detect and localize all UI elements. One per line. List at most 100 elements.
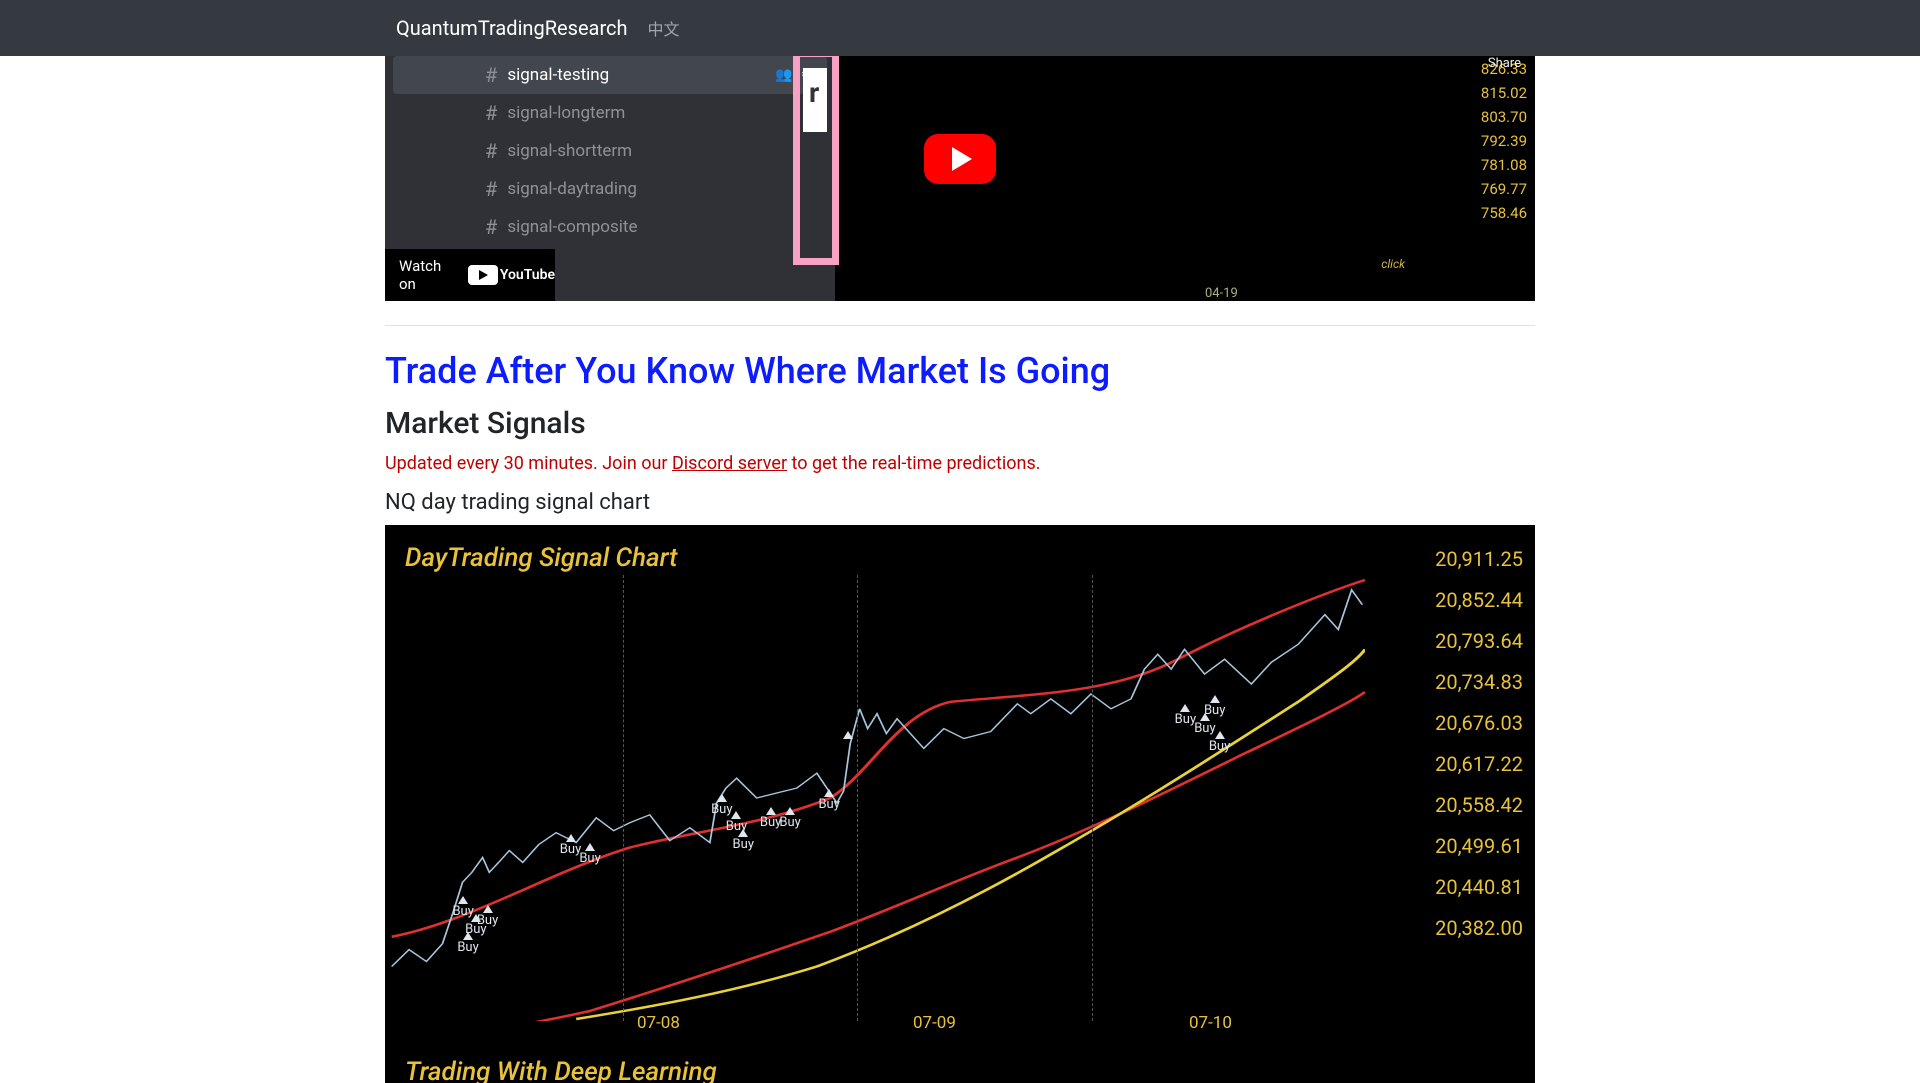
video-y-label: 769.77 — [1481, 180, 1527, 198]
buy-label: Buy — [457, 941, 478, 954]
section-title: Market Signals — [385, 406, 1535, 441]
lang-link[interactable]: 中文 — [648, 16, 680, 40]
grid-line — [1092, 575, 1093, 1021]
video-play-button[interactable] — [924, 134, 996, 184]
signal-y-label: 20,852.44 — [1435, 588, 1523, 612]
upper-band-line — [392, 580, 1365, 937]
grid-line — [857, 575, 858, 1021]
triangle-icon — [731, 811, 741, 819]
signal-y-label: 20,382.00 — [1435, 916, 1523, 940]
channel-signal-shortterm[interactable]: # signal-shortterm — [385, 132, 835, 170]
update-pre: Updated every 30 minutes. Join our — [385, 453, 672, 474]
triangle-icon — [717, 794, 727, 802]
video-y-scale: 826.33815.02803.70792.39781.08769.77758.… — [1481, 60, 1527, 222]
buy-label: Buy — [477, 914, 498, 927]
signal-y-label: 20,911.25 — [1435, 547, 1523, 571]
channel-signal-composite[interactable]: # signal-composite — [385, 208, 835, 246]
channel-label: signal-composite — [507, 217, 637, 237]
hash-icon: # — [485, 215, 497, 239]
video-y-label: 781.08 — [1481, 156, 1527, 174]
discord-link[interactable]: Discord server — [672, 453, 787, 474]
x-axis-label: 07-10 — [1189, 1013, 1232, 1033]
signal-y-label: 20,499.61 — [1435, 834, 1523, 858]
triangle-icon — [566, 834, 576, 842]
buy-marker — [843, 731, 853, 740]
youtube-text: YouTube — [500, 267, 555, 283]
signal-chart: DayTrading Signal Chart 20,911.25 20,852.… — [385, 525, 1535, 1083]
hash-icon: # — [485, 177, 497, 201]
buy-label: Buy — [733, 838, 754, 851]
signal-y-label: 20,558.42 — [1435, 793, 1523, 817]
youtube-icon — [468, 265, 498, 285]
video-letter: r — [809, 76, 819, 109]
brand-link[interactable]: QuantumTradingResearch — [396, 16, 628, 40]
main-container: #signal-testing👥⚙#signal-longterm#signal… — [385, 56, 1535, 1083]
signal-plot-area: BuyBuyBuyBuyBuyBuyBuyBuyBuyBuyBuyBuyBuyB… — [389, 575, 1365, 1021]
channel-signal-daytrading[interactable]: # signal-daytrading — [385, 170, 835, 208]
triangle-icon — [843, 731, 853, 739]
buy-marker: Buy — [1175, 704, 1196, 726]
video-date-label: 04-19 — [1205, 286, 1238, 301]
signal-y-label: 20,617.22 — [1435, 752, 1523, 776]
channel-label: signal-testing — [507, 65, 609, 85]
triangle-icon — [1180, 704, 1190, 712]
buy-marker: Buy — [560, 834, 581, 856]
hash-icon: # — [485, 101, 497, 125]
channel-label: signal-daytrading — [507, 179, 637, 199]
chart-heading: NQ day trading signal chart — [385, 490, 1535, 515]
x-axis-label: 07-08 — [637, 1013, 680, 1033]
youtube-logo: YouTube — [468, 265, 555, 285]
x-axis-label: 07-09 — [913, 1013, 956, 1033]
buy-label: Buy — [560, 843, 581, 856]
triangle-icon — [458, 896, 468, 904]
buy-label: Buy — [579, 852, 600, 865]
triangle-icon — [785, 807, 795, 815]
signal-y-label: 20,440.81 — [1435, 875, 1523, 899]
update-notice: Updated every 30 minutes. Join our Disco… — [385, 453, 1535, 474]
buy-marker: Buy — [477, 905, 498, 927]
buy-marker: Buy — [779, 807, 800, 829]
signal-y-label: 20,793.64 — [1435, 629, 1523, 653]
buy-label: Buy — [779, 816, 800, 829]
video-y-label: 758.46 — [1481, 204, 1527, 222]
triangle-icon — [824, 789, 834, 797]
buy-label: Buy — [760, 816, 781, 829]
video-y-label: 815.02 — [1481, 84, 1527, 102]
video-embed[interactable]: #signal-testing👥⚙#signal-longterm#signal… — [385, 56, 1535, 301]
signal-chart-title: DayTrading Signal Chart — [405, 543, 678, 573]
buy-marker: Buy — [1204, 695, 1225, 717]
signal-y-scale: 20,911.25 20,852.44 20,793.64 20,734.83 20,6… — [1435, 547, 1523, 940]
triangle-icon — [738, 829, 748, 837]
hash-icon: # — [485, 63, 497, 87]
buy-marker: Buy — [760, 807, 781, 829]
people-icon: 👥 — [775, 67, 792, 83]
navbar: QuantumTradingResearch 中文 — [0, 0, 1920, 56]
video-y-label: 803.70 — [1481, 108, 1527, 126]
buy-marker: Buy — [818, 789, 839, 811]
video-y-label: 792.39 — [1481, 132, 1527, 150]
signal-lines-svg — [389, 575, 1365, 1021]
triangle-icon — [463, 932, 473, 940]
triangle-icon — [1215, 731, 1225, 739]
buy-label: Buy — [1209, 740, 1230, 753]
headline: Trade After You Know Where Market Is Goi… — [385, 350, 1535, 392]
triangle-icon — [1210, 695, 1220, 703]
divider — [385, 325, 1535, 326]
triangle-icon — [766, 807, 776, 815]
watch-on-youtube[interactable]: Watch on YouTube — [385, 249, 555, 301]
video-click-annotation: click — [1381, 257, 1405, 271]
channel-label: signal-shortterm — [507, 141, 632, 161]
signal-chart-footer: Trading With Deep Learning — [405, 1057, 717, 1083]
hash-icon: # — [485, 139, 497, 163]
channel-label: signal-longterm — [507, 103, 625, 123]
price-line — [392, 590, 1363, 967]
buy-marker: Buy — [733, 829, 754, 851]
buy-marker: Buy — [457, 932, 478, 954]
channel-signal-testing[interactable]: #signal-testing👥⚙ — [393, 56, 827, 94]
channel-signal-longterm[interactable]: # signal-longterm — [385, 94, 835, 132]
signal-y-label: 20,676.03 — [1435, 711, 1523, 735]
signal-y-label: 20,734.83 — [1435, 670, 1523, 694]
buy-label: Buy — [818, 798, 839, 811]
video-share-button[interactable]: Share — [1488, 56, 1521, 71]
watch-on-label: Watch on — [399, 257, 460, 293]
